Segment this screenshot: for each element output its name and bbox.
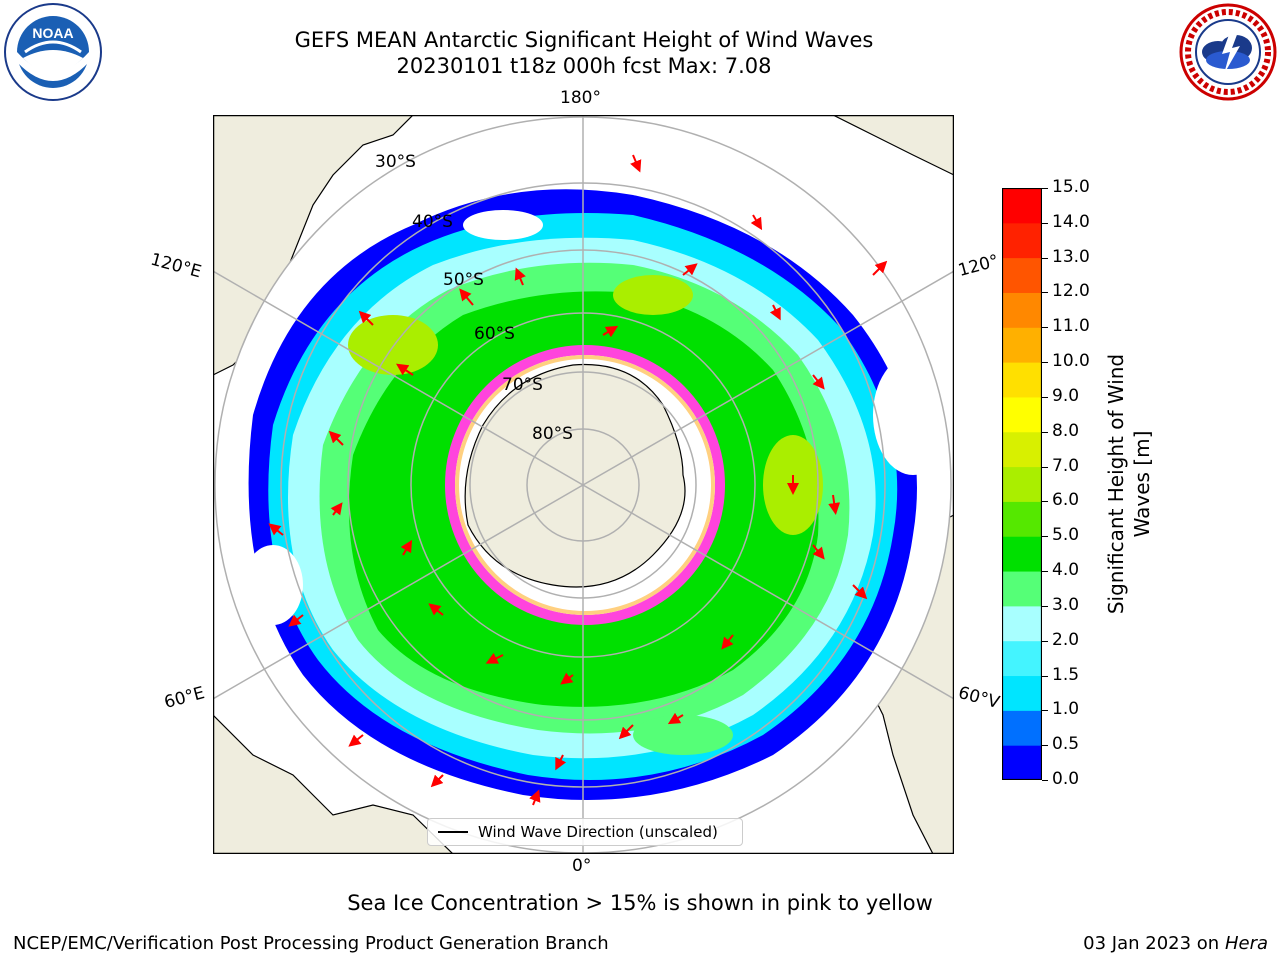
colorbar-segment	[1002, 605, 1042, 642]
colorbar-tick-label: 1.0	[1052, 699, 1080, 720]
colorbar-tick-mark	[1042, 188, 1048, 189]
colorbar-tick-label: 8.0	[1052, 420, 1080, 441]
colorbar-segment	[1002, 536, 1042, 572]
colorbar-tick-mark	[1042, 710, 1048, 712]
colorbar-tick-mark	[1042, 780, 1048, 781]
map-legend: Wind Wave Direction (unscaled)	[427, 818, 743, 846]
noaa-logo-icon: NOAA	[4, 3, 102, 101]
colorbar-tick-label: 9.0	[1052, 385, 1080, 406]
credit-date: 03 Jan 2023 on Hera	[1083, 933, 1268, 954]
svg-text:NOAA: NOAA	[32, 25, 73, 41]
colorbar-tick-mark	[1042, 745, 1048, 747]
lon-label-60W: 60°V	[956, 682, 1002, 714]
colorbar-tick-mark	[1042, 536, 1048, 538]
wave-height-map: Wind Wave Direction (unscaled)	[212, 114, 955, 855]
lon-label-60E: 60°E	[162, 683, 207, 713]
colorbar-tick-label: 13.0	[1052, 246, 1090, 267]
colorbar-tick-label: 6.0	[1052, 490, 1080, 511]
land-antarctica	[464, 363, 686, 588]
colorbar-tick-label: 7.0	[1052, 455, 1080, 476]
colorbar-segment	[1002, 257, 1042, 293]
credit-machine: Hera	[1224, 933, 1268, 954]
colorbar-tick-mark	[1042, 222, 1048, 224]
credit-date-text: 03 Jan 2023 on	[1083, 933, 1225, 954]
colorbar-label: Significant Height of Wind Waves [m]	[1104, 353, 1154, 615]
colorbar-segment	[1002, 327, 1042, 363]
colorbar-tick-label: 14.0	[1052, 211, 1090, 232]
colorbar-tick-label: 2.0	[1052, 629, 1080, 650]
meridian-lines	[213, 115, 954, 854]
colorbar-segment	[1002, 431, 1042, 468]
lon-label-120E: 120°E	[148, 249, 204, 283]
legend-line-swatch	[438, 831, 468, 833]
colorbar-tick-mark	[1042, 292, 1048, 294]
colorbar-segment	[1002, 396, 1042, 433]
colorbar-segment	[1002, 188, 1042, 224]
colorbar-segment	[1002, 292, 1042, 328]
colorbar-tick-label: 12.0	[1052, 281, 1090, 302]
colorbar-tick-label: 15.0	[1052, 177, 1090, 197]
colorbar-segment	[1002, 675, 1042, 711]
colorbar	[1002, 188, 1042, 780]
land-australia	[213, 714, 454, 854]
colorbar-segment	[1002, 745, 1042, 780]
colorbar-tick-mark	[1042, 327, 1048, 329]
colorbar-tick-label: 10.0	[1052, 351, 1090, 372]
lon-label-180: 180°	[560, 88, 601, 108]
credit-branch: NCEP/EMC/Verification Post Processing Pr…	[13, 933, 609, 954]
lat-label-50S: 50°S	[443, 270, 484, 290]
map-canvas	[212, 114, 955, 855]
lat-label-60S: 60°S	[474, 324, 515, 344]
colorbar-tick-mark	[1042, 362, 1048, 364]
chart-subtitle: 20230101 t18z 000h fcst Max: 7.08	[396, 54, 772, 78]
lat-label-30S: 30°S	[375, 152, 416, 172]
colorbar-segment	[1002, 501, 1042, 537]
land-top-right	[832, 115, 954, 176]
colorbar-tick-label: 3.0	[1052, 594, 1080, 615]
colorbar-tick-mark	[1042, 605, 1048, 607]
colorbar-tick-label: 0.5	[1052, 734, 1080, 755]
colorbar-tick-label: 11.0	[1052, 316, 1090, 337]
wave-direction-arrows	[268, 154, 888, 806]
lon-label-0: 0°	[572, 856, 592, 876]
colorbar-tick-mark	[1042, 640, 1048, 642]
colorbar-tick-mark	[1042, 466, 1048, 468]
lat-label-40S: 40°S	[412, 212, 453, 232]
colorbar-tick-label: 1.5	[1052, 664, 1080, 685]
colorbar-tick-mark	[1042, 571, 1048, 573]
colorbar-segment	[1002, 571, 1042, 607]
colorbar-tick-mark	[1042, 675, 1048, 677]
sea-ice-footnote: Sea Ice Concentration > 15% is shown in …	[347, 891, 933, 915]
lon-label-120W: 120°	[956, 251, 1001, 281]
colorbar-tick-label: 4.0	[1052, 560, 1080, 581]
chart-title: GEFS MEAN Antarctic Significant Height o…	[294, 28, 874, 52]
colorbar-tick-mark	[1042, 396, 1048, 398]
colorbar-segment	[1002, 710, 1042, 746]
colorbar-tick-label: 5.0	[1052, 525, 1080, 546]
lat-label-70S: 70°S	[502, 375, 543, 395]
colorbar-segment	[1002, 466, 1042, 502]
colorbar-tick-mark	[1042, 501, 1048, 503]
colorbar-tick-mark	[1042, 257, 1048, 259]
nws-logo-icon	[1179, 3, 1277, 101]
colorbar-segment	[1002, 640, 1042, 677]
colorbar-segment	[1002, 222, 1042, 259]
colorbar-segment	[1002, 362, 1042, 398]
lat-label-80S: 80°S	[532, 424, 573, 444]
colorbar-tick-mark	[1042, 431, 1048, 433]
legend-label: Wind Wave Direction (unscaled)	[478, 823, 718, 841]
colorbar-tick-label: 0.0	[1052, 769, 1080, 789]
